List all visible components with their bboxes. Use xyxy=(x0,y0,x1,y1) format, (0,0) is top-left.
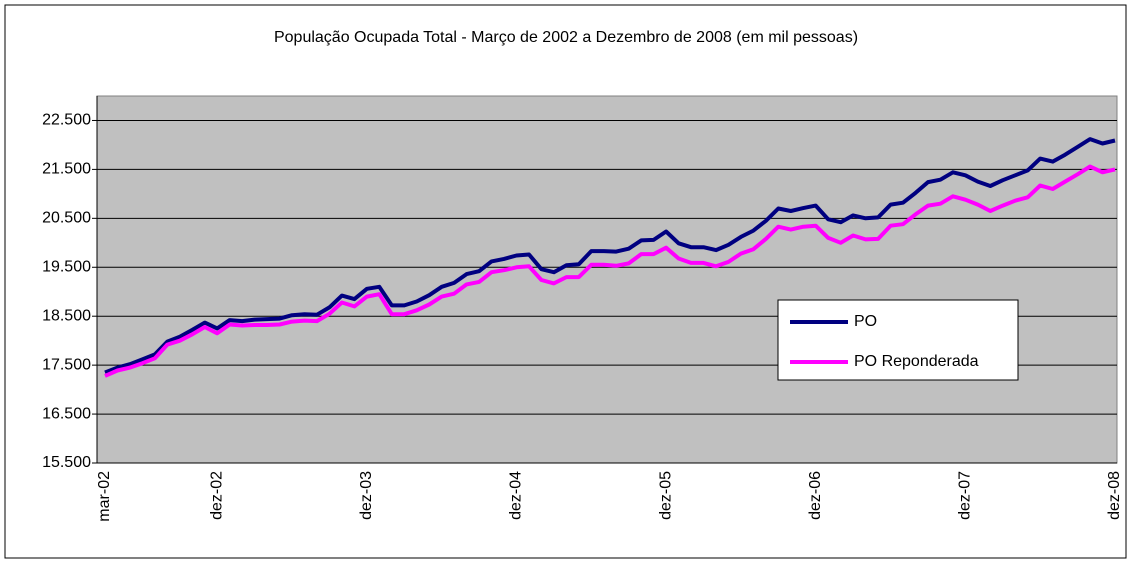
y-tick-label: 21.500 xyxy=(42,161,91,178)
x-tick-label: dez-04 xyxy=(508,471,525,520)
y-tick-label: 17.500 xyxy=(42,356,91,373)
y-tick-label: 20.500 xyxy=(42,210,91,227)
x-tick-label: dez-02 xyxy=(208,471,225,520)
plot-area xyxy=(96,95,1118,464)
x-tick-label: mar-02 xyxy=(96,471,113,522)
x-tick-label: dez-07 xyxy=(957,471,974,520)
legend-box xyxy=(777,299,1019,381)
line xyxy=(104,164,1116,378)
y-tick-label: 16.500 xyxy=(42,405,91,422)
y-tick-label: 18.500 xyxy=(42,307,91,324)
y-tick-label: 22.500 xyxy=(42,112,91,129)
x-tick-label: dez-06 xyxy=(807,471,824,520)
line xyxy=(104,137,1116,375)
y-tick-label: 15.500 xyxy=(42,454,91,471)
legend-label: PO Reponderada xyxy=(854,353,979,370)
x-tick-label: dez-08 xyxy=(1106,471,1123,520)
x-tick-label: dez-03 xyxy=(358,471,375,520)
x-tick-label: dez-05 xyxy=(657,471,674,520)
legend-label: PO xyxy=(854,313,877,330)
chart-title: População Ocupada Total - Março de 2002 … xyxy=(274,29,858,46)
y-tick-label: 19.500 xyxy=(42,258,91,275)
